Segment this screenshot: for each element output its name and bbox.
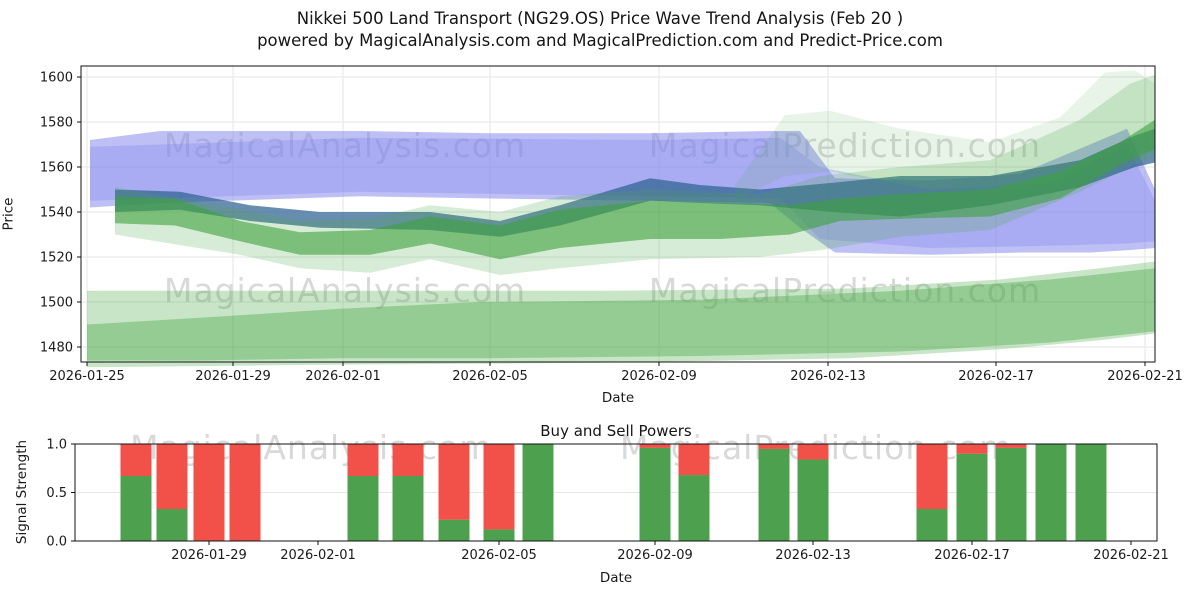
- sell-bar: [483, 444, 515, 530]
- x-tick-label: 2026-02-01: [280, 548, 356, 563]
- y-tick-label: 1500: [40, 296, 73, 311]
- x-tick-label: 2026-02-09: [621, 369, 697, 384]
- buy-bar: [995, 447, 1027, 541]
- watermark-prediction: MagicalPrediction.com: [649, 271, 1041, 310]
- x-tick-label: 2026-02-17: [958, 369, 1034, 384]
- plot-border: [80, 65, 1156, 363]
- sell-bar: [438, 444, 470, 520]
- buy-bar: [956, 453, 988, 541]
- buy-bar: [392, 476, 424, 541]
- buy-bar: [758, 448, 790, 541]
- sell-bar: [392, 444, 424, 476]
- buy-sell-title: Buy and Sell Powers: [540, 422, 692, 440]
- sell-bar: [193, 444, 225, 541]
- buy-bar: [797, 459, 829, 541]
- x-tick-label: 2026-02-01: [305, 369, 381, 384]
- watermark-analysis: MagicalAnalysis.com: [164, 271, 526, 310]
- buy-sell-chart: 2026-01-29 2026-02-01 2026-02-05 2026-02-09…: [46, 438, 1169, 564]
- y-tick-label: 0.0: [46, 535, 67, 550]
- sell-bar: [229, 444, 261, 541]
- sell-bar: [916, 444, 948, 509]
- watermark-analysis: MagicalAnalysis.com: [130, 428, 493, 467]
- sell-bar: [678, 444, 710, 475]
- x-tick-label: 2026-02-09: [617, 548, 693, 563]
- lower-band-light-green: [87, 261, 1155, 368]
- mid-wave-fringe-green: [115, 74, 1155, 275]
- buy-bar: [347, 476, 379, 541]
- buy-bar: [678, 475, 710, 541]
- sell-bar: [956, 444, 988, 454]
- x-tick-label: 2026-02-05: [452, 369, 528, 384]
- sell-bar: [639, 444, 671, 448]
- x-tick-label: 2026-02-21: [1093, 548, 1169, 563]
- price-wave-chart: MagicalAnalysis.com MagicalPrediction.com…: [40, 65, 1183, 384]
- x-tick-label: 2026-02-17: [934, 548, 1010, 563]
- x-tick-label: 2026-02-13: [775, 548, 851, 563]
- x-tick-label: 2026-01-25: [49, 369, 125, 384]
- buy-bar: [916, 508, 948, 541]
- y-tick-label: 0.5: [46, 486, 67, 501]
- buy-bar: [522, 444, 554, 541]
- mid-wave-core-green: [115, 119, 1155, 260]
- sell-bar: [797, 444, 829, 460]
- sell-bar: [120, 444, 152, 476]
- x-tick-label: 2026-02-21: [1107, 369, 1183, 384]
- buy-bar: [639, 447, 671, 541]
- y-tick-label: 1480: [40, 341, 73, 356]
- y-tick-label: 1.0: [46, 438, 67, 453]
- buy-bar: [120, 476, 152, 541]
- sell-bar: [995, 444, 1027, 448]
- mid-wave-fan-light-green: [735, 70, 1155, 201]
- buy-bar: [438, 519, 470, 541]
- y-tick-label: 1600: [40, 71, 73, 86]
- x-tick-label: 2026-01-29: [171, 548, 247, 563]
- x-tick-label: 2026-02-05: [461, 548, 537, 563]
- y-tick-label: 1520: [40, 251, 73, 266]
- lower-band-core-green: [87, 268, 1155, 361]
- chart-title: Nikkei 500 Land Transport (NG29.OS) Pric…: [296, 9, 904, 28]
- x-tick-label: 2026-01-29: [195, 369, 271, 384]
- y-tick-label: 1540: [40, 206, 73, 221]
- x-tick-label: 2026-02-13: [790, 369, 866, 384]
- buy-bar: [1035, 444, 1067, 541]
- buy-bar: [483, 529, 515, 541]
- sell-bar: [156, 444, 188, 509]
- chart-subtitle: powered by MagicalAnalysis.com and Magic…: [257, 31, 943, 50]
- sell-bar: [347, 444, 379, 476]
- top-xaxis-label: Date: [601, 390, 635, 406]
- bottom-xaxis-label: Date: [599, 570, 633, 586]
- buy-bar: [1075, 444, 1107, 541]
- sell-bar: [758, 444, 790, 449]
- y-tick-label: 1560: [40, 161, 73, 176]
- y-tick-label: 1580: [40, 116, 73, 131]
- buy-bar: [156, 508, 188, 541]
